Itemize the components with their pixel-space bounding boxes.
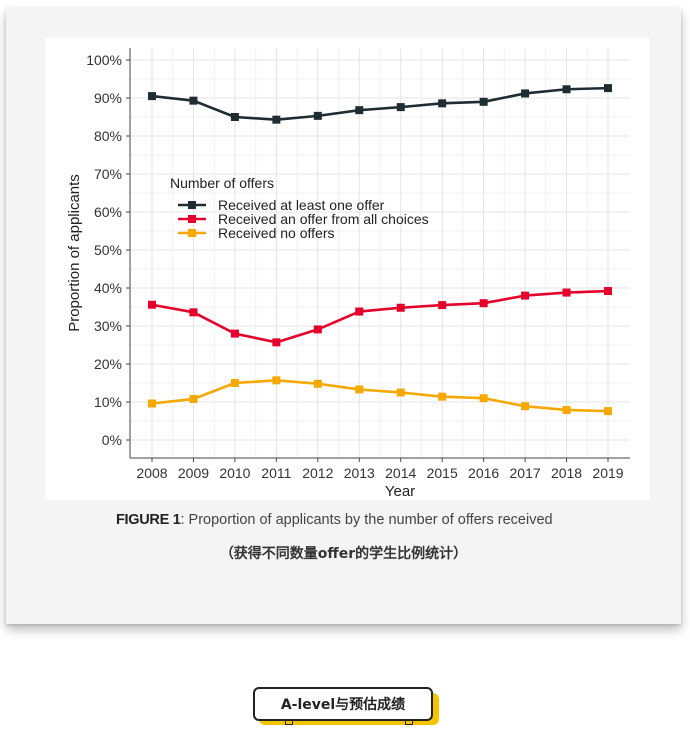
data-point: [230, 379, 239, 387]
x-tick-label: 2011: [261, 465, 291, 481]
legend-entry: Received an offer from all choices: [218, 211, 429, 227]
data-point: [230, 113, 239, 121]
data-point: [604, 84, 612, 93]
y-tick-label: 10%: [94, 394, 122, 410]
data-point: [521, 402, 530, 411]
data-point: [355, 385, 364, 394]
x-tick-label: 2009: [178, 465, 209, 481]
data-point: [313, 111, 322, 120]
x-axis-title: Year: [385, 483, 415, 500]
data-point: [521, 89, 530, 98]
x-tick-label: 2013: [344, 465, 375, 481]
data-point: [313, 379, 322, 388]
x-tick-label: 2008: [136, 465, 167, 481]
data-point: [148, 300, 156, 309]
data-point: [313, 325, 322, 334]
series-line-3: [151, 379, 609, 413]
data-point: [148, 399, 156, 408]
data-point: [604, 287, 612, 296]
legend-swatch-marker: [188, 229, 196, 237]
figure-caption: FIGURE 1: Proportion of applicants by th…: [116, 512, 553, 528]
data-point: [438, 301, 447, 310]
figure-caption-text: : Proportion of applicants by the number…: [180, 512, 553, 528]
figure-label: FIGURE 1: [116, 512, 181, 528]
data-point: [479, 394, 488, 403]
data-point: [230, 329, 239, 338]
data-point: [479, 97, 488, 106]
data-point: [438, 392, 447, 401]
series-line-2: [151, 289, 609, 344]
data-point: [479, 299, 488, 308]
data-point: [604, 407, 612, 416]
data-point: [148, 92, 156, 101]
x-tick-label: 2016: [468, 465, 499, 481]
x-tick-label: 2017: [510, 465, 541, 481]
data-point: [272, 115, 281, 124]
data-point: [189, 96, 198, 105]
y-tick-label: 30%: [94, 318, 122, 334]
y-axis-title: Proportion of applicants: [66, 174, 83, 332]
data-point: [189, 308, 198, 317]
data-point: [355, 307, 364, 316]
figure-card: 0% 10% 20% 30% 40% 50% 60% 70% 80% 90% 100% 2008 200…: [6, 8, 681, 624]
x-tick-label: 2018: [551, 465, 582, 481]
x-tick-label: 2019: [592, 465, 623, 481]
y-tick-label: 100%: [86, 52, 122, 68]
data-point: [396, 388, 405, 397]
data-point: [521, 291, 530, 300]
y-tick-label: 20%: [94, 356, 122, 372]
data-point: [562, 85, 571, 94]
data-point: [272, 376, 281, 385]
x-tick-label: 2012: [302, 465, 333, 481]
data-point: [189, 394, 198, 403]
y-tick-label: 90%: [94, 90, 122, 106]
data-point: [396, 303, 405, 312]
legend-swatch-marker: [188, 201, 196, 209]
data-point: [562, 405, 571, 414]
x-tick-label: 2010: [219, 465, 250, 481]
chinese-subcaption: （获得不同数量offer的学生比例统计）: [219, 546, 468, 562]
chart-panel: 0% 10% 20% 30% 40% 50% 60% 70% 80% 90% 100% 2008 200…: [45, 38, 650, 500]
topic-tag[interactable]: A-level与预估成绩: [253, 687, 439, 725]
y-tick-label: 40%: [94, 280, 122, 296]
data-point: [438, 99, 447, 108]
data-point: [396, 103, 405, 112]
tag-label[interactable]: A-level与预估成绩: [253, 687, 433, 721]
data-point: [355, 106, 364, 115]
x-tick-label: 2014: [385, 465, 416, 481]
data-point: [272, 338, 281, 347]
legend-swatch-marker: [188, 215, 196, 223]
y-tick-label: 70%: [94, 166, 122, 182]
y-tick-label: 0%: [102, 432, 122, 448]
x-tick-label: 2015: [427, 465, 458, 481]
legend-entry: Received at least one offer: [218, 197, 385, 213]
line-chart: 0% 10% 20% 30% 40% 50% 60% 70% 80% 90% 100% 2008 200…: [66, 48, 630, 500]
data-point: [562, 288, 571, 297]
legend-entry: Received no offers: [218, 225, 334, 241]
series-line-1: [151, 86, 609, 121]
y-tick-label: 60%: [94, 204, 122, 220]
y-tick-label: 50%: [94, 242, 122, 258]
y-tick-label: 80%: [94, 128, 122, 144]
legend-title: Number of offers: [170, 175, 274, 191]
